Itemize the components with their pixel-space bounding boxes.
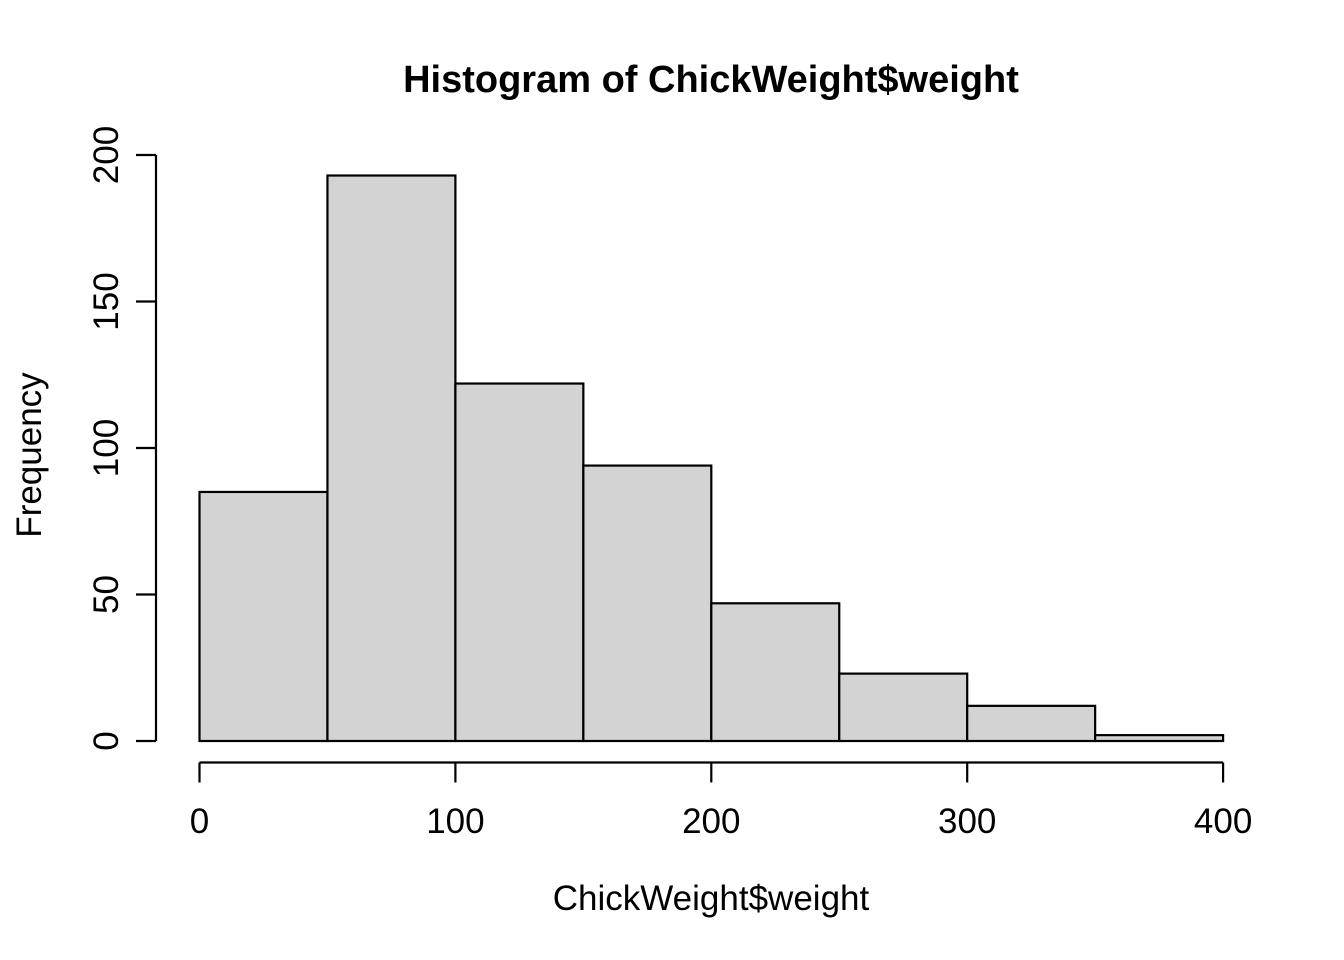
x-tick-label: 300 bbox=[938, 802, 996, 841]
histogram-bars bbox=[198, 174, 1225, 743]
y-axis: 0 50 100 150 200 bbox=[87, 126, 158, 751]
histogram-bar bbox=[710, 602, 841, 743]
x-axis: 0 100 200 300 400 bbox=[190, 761, 1252, 841]
x-tick-label: 200 bbox=[682, 802, 740, 841]
histogram-bar bbox=[198, 490, 329, 743]
x-axis-title: ChickWeight$weight bbox=[553, 879, 870, 918]
x-tick-label: 100 bbox=[426, 802, 484, 841]
y-axis-title: Frequency bbox=[10, 372, 49, 538]
x-tick-label: 0 bbox=[190, 802, 209, 841]
y-tick-label: 50 bbox=[87, 575, 126, 614]
histogram-bar bbox=[966, 704, 1097, 743]
x-tick-label: 400 bbox=[1194, 802, 1252, 841]
chart-title: Histogram of ChickWeight$weight bbox=[403, 59, 1019, 101]
y-tick-label: 200 bbox=[87, 126, 126, 184]
histogram-bar bbox=[838, 672, 969, 743]
histogram-bar bbox=[1094, 734, 1225, 743]
y-tick-label: 0 bbox=[87, 731, 126, 750]
y-tick-label: 150 bbox=[87, 272, 126, 330]
histogram-bar bbox=[582, 464, 713, 743]
y-tick-label: 100 bbox=[87, 419, 126, 477]
histogram-bar bbox=[454, 382, 585, 743]
histogram-bar bbox=[326, 174, 457, 743]
